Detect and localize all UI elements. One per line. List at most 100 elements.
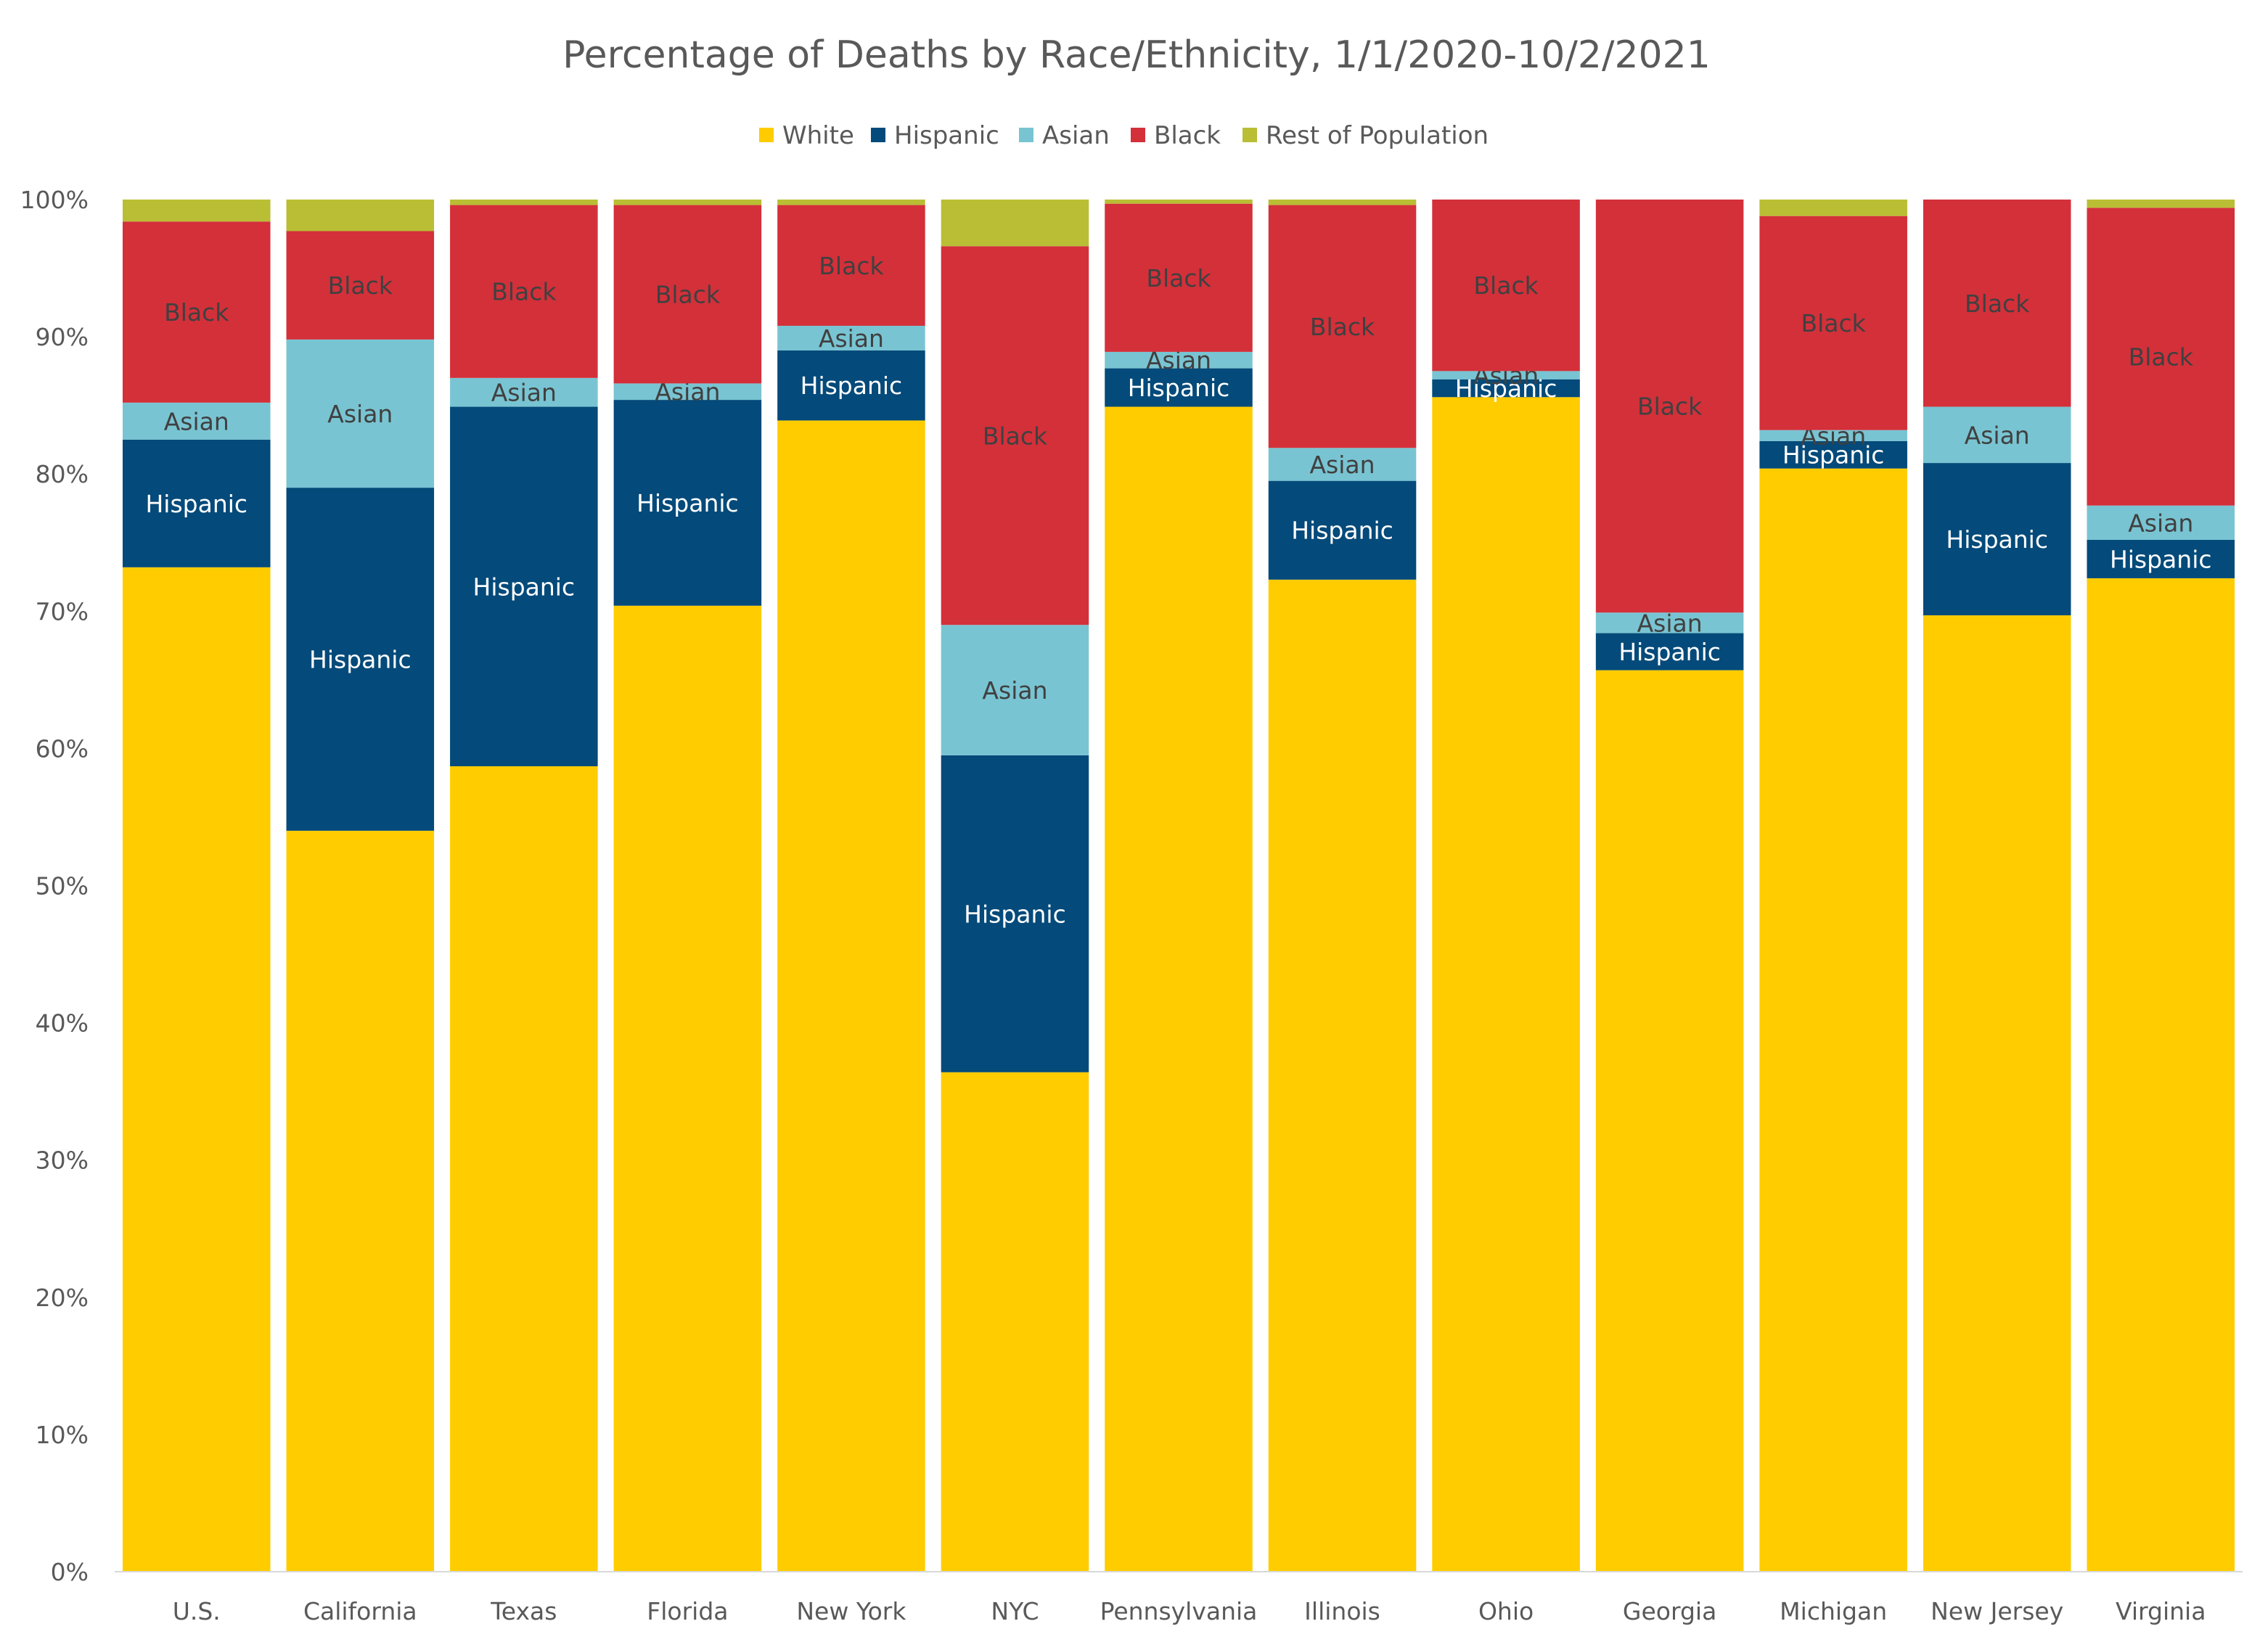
bar-asian-illinois (1268, 448, 1417, 481)
y-tick-label: 60% (36, 734, 89, 763)
data-label-asian-new-jersey: Asian (1965, 421, 2030, 449)
bar-black-new-york (777, 205, 925, 326)
data-label-black-nyc: Black (983, 422, 1048, 450)
bar-hispanic-virginia (2087, 539, 2235, 578)
bar-white-pennsylvania (1105, 406, 1253, 1572)
bar-asian-pennsylvania (1105, 351, 1253, 369)
legend-item-black: Black (1131, 121, 1221, 150)
bar-hispanic-ohio (1432, 379, 1580, 398)
data-label-hispanic-georgia: Hispanic (1618, 638, 1721, 666)
x-tick-label: Virginia (2116, 1597, 2206, 1625)
bar-asian-new-jersey (1923, 406, 2071, 464)
data-label-asian-texas: Asian (491, 379, 557, 407)
bar-black-california (286, 231, 435, 340)
data-label-hispanic-texas: Hispanic (473, 573, 576, 601)
bar-black-georgia (1595, 200, 1744, 613)
y-tick-label: 90% (36, 323, 89, 351)
bar-black-nyc (941, 246, 1089, 625)
bar-black-texas (450, 205, 598, 378)
legend-swatch (871, 128, 885, 142)
data-label-hispanic-florida: Hispanic (636, 489, 739, 517)
bar-asian-texas (450, 377, 598, 407)
bar-rest-of-population-pennsylvania (1105, 200, 1253, 204)
bar-hispanic-illinois (1268, 480, 1417, 580)
legend-item-white: White (759, 121, 854, 150)
bar-stack-illinois: Hispanic Asian Black (1268, 200, 1417, 1572)
y-tick-label: 100% (20, 186, 89, 214)
bar-rest-of-population-california (286, 200, 435, 231)
bar-stack-california: Hispanic Asian Black (286, 200, 435, 1572)
data-label-asian-nyc: Asian (982, 676, 1047, 705)
bar-hispanic-michigan (1759, 440, 1907, 469)
y-tick-label: 10% (36, 1421, 89, 1449)
bar-black-pennsylvania (1105, 203, 1253, 352)
bar-rest-of-population-florida (613, 200, 762, 205)
bar-hispanic-u-s (123, 439, 271, 567)
bar-stack-u-s: Hispanic Asian Black (123, 200, 271, 1572)
y-tick-label: 70% (36, 597, 89, 625)
data-label-asian-u-s: Asian (164, 407, 229, 435)
bar-hispanic-nyc (941, 755, 1089, 1072)
bar-hispanic-new-jersey (1923, 463, 2071, 615)
bar-stack-new-jersey: Hispanic Asian Black (1923, 200, 2071, 1572)
bar-rest-of-population-texas (450, 200, 598, 205)
data-label-hispanic-u-s: Hispanic (145, 490, 247, 518)
y-tick-label: 80% (36, 460, 89, 488)
bar-asian-georgia (1595, 612, 1744, 633)
y-axis: 0% 10% 20% 30% 40% 50% 60% 70% 80% 90% 100% (20, 186, 89, 1586)
data-label-black-ohio: Black (1473, 271, 1539, 300)
bar-hispanic-california (286, 488, 435, 831)
x-tick-label: Texas (490, 1597, 557, 1625)
data-label-hispanic-nyc: Hispanic (964, 900, 1066, 928)
bar-white-ohio (1432, 397, 1580, 1572)
bars: HispanicAsianBlackHispanicAsianBlackHisp… (123, 200, 2235, 1572)
bar-stack-virginia: Hispanic Asian Black (2087, 200, 2235, 1572)
bar-hispanic-texas (450, 406, 598, 766)
bar-asian-new-york (777, 325, 925, 351)
bar-hispanic-new-york (777, 350, 925, 421)
x-tick-label: Michigan (1780, 1597, 1887, 1625)
bar-asian-nyc (941, 625, 1089, 755)
x-tick-label: New Jersey (1931, 1597, 2063, 1625)
y-tick-label: 30% (36, 1146, 89, 1175)
legend: White Hispanic Asian Black Rest of Populatio… (759, 121, 1489, 150)
x-tick-label: California (303, 1597, 417, 1625)
x-axis: U.S. California Texas Florida New York NYC Pen… (115, 1571, 2243, 1625)
bar-stack-texas: Hispanic Asian Black (450, 200, 598, 1572)
bar-asian-u-s (123, 402, 271, 440)
data-label-asian-georgia: Asian (1637, 609, 1703, 637)
legend-swatch (1243, 128, 1257, 142)
data-label-hispanic-virginia: Hispanic (2110, 545, 2212, 573)
bar-white-texas (450, 766, 598, 1572)
data-label-black-georgia: Black (1637, 393, 1703, 421)
bar-asian-virginia (2087, 505, 2235, 540)
legend-swatch (1131, 128, 1145, 142)
data-label-black-pennsylvania: Black (1146, 264, 1211, 292)
x-tick-label: Ohio (1478, 1597, 1534, 1625)
data-label-asian-new-york: Asian (819, 324, 884, 353)
bar-hispanic-pennsylvania (1105, 368, 1253, 407)
data-label-asian-virginia: Asian (2128, 509, 2193, 537)
legend-item-asian: Asian (1019, 121, 1110, 150)
data-label-black-new-jersey: Black (1965, 290, 2030, 318)
bar-white-california (286, 830, 435, 1572)
bar-rest-of-population-new-york (777, 200, 925, 205)
data-label-black-florida: Black (655, 280, 721, 308)
bar-asian-ohio (1432, 371, 1580, 380)
bar-black-u-s (123, 221, 271, 403)
x-tick-label: Georgia (1623, 1597, 1716, 1625)
legend-item-rest-of-population: Rest of Population (1243, 121, 1489, 150)
bar-rest-of-population-michigan (1759, 200, 1907, 216)
x-tick-label: U.S. (173, 1597, 221, 1625)
data-label-hispanic-california: Hispanic (309, 645, 412, 673)
bar-black-virginia (2087, 208, 2235, 506)
bar-white-new-jersey (1923, 615, 2071, 1572)
data-label-black-texas: Black (491, 278, 557, 306)
bar-rest-of-population-virginia (2087, 200, 2235, 208)
